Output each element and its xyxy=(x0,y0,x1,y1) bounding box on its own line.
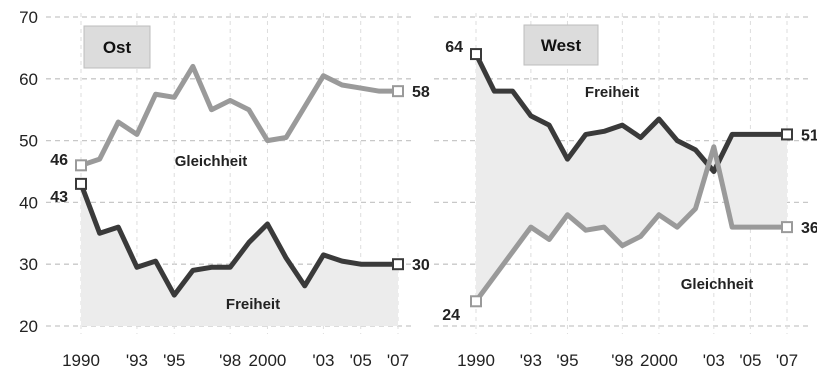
y-tick-label: 50 xyxy=(19,132,38,151)
start-value-label: 46 xyxy=(50,152,68,169)
end-marker xyxy=(781,128,793,141)
end-value-label: 36 xyxy=(801,220,817,237)
x-tick-label: '07 xyxy=(387,351,409,370)
start-marker xyxy=(470,295,482,308)
series-line xyxy=(473,144,790,304)
x-tick-label: 1990 xyxy=(457,351,495,370)
x-tick-label: '03 xyxy=(703,351,725,370)
start-value-label: 64 xyxy=(445,39,463,56)
end-marker xyxy=(781,221,793,234)
start-value-label: 24 xyxy=(442,307,460,324)
y-tick-label: 30 xyxy=(19,255,38,274)
end-marker xyxy=(392,258,404,271)
x-tick-label: 1990 xyxy=(62,351,100,370)
y-tick-label: 20 xyxy=(19,317,38,336)
start-marker xyxy=(470,48,482,61)
panel-title-box xyxy=(83,25,151,69)
series-label-freiheit: Freiheit xyxy=(585,84,639,101)
x-tick-label: '95 xyxy=(163,351,185,370)
series-label-freiheit: Freiheit xyxy=(226,296,280,313)
end-marker xyxy=(392,85,404,98)
x-tick-label: 2000 xyxy=(249,351,287,370)
x-tick-label: '05 xyxy=(739,351,761,370)
shaded-area xyxy=(476,54,787,302)
x-tick-label: '05 xyxy=(350,351,372,370)
start-value-label: 43 xyxy=(50,189,68,206)
x-tick-label: '03 xyxy=(312,351,334,370)
x-tick-label: '93 xyxy=(520,351,542,370)
start-marker xyxy=(75,159,87,172)
y-tick-label: 60 xyxy=(19,70,38,89)
series-line xyxy=(473,51,790,174)
x-tick-label: '98 xyxy=(219,351,241,370)
panel-title-box xyxy=(523,24,599,66)
panel-title: West xyxy=(541,36,582,55)
y-tick-label: 40 xyxy=(19,193,38,212)
x-tick-label: 2000 xyxy=(640,351,678,370)
series-line xyxy=(78,63,401,168)
end-value-label: 58 xyxy=(412,84,430,101)
x-tick-label: '95 xyxy=(556,351,578,370)
start-marker xyxy=(75,177,87,190)
end-value-label: 51 xyxy=(801,127,817,144)
x-tick-label: '07 xyxy=(776,351,798,370)
panel-title: Ost xyxy=(103,38,132,57)
end-value-label: 30 xyxy=(412,257,430,274)
series-label-gleichheit: Gleichheit xyxy=(681,276,754,293)
shaded-area xyxy=(81,183,398,326)
x-tick-label: '93 xyxy=(126,351,148,370)
y-tick-label: 70 xyxy=(19,8,38,27)
series-line xyxy=(78,181,401,298)
x-tick-label: '98 xyxy=(611,351,633,370)
series-label-gleichheit: Gleichheit xyxy=(175,153,248,170)
